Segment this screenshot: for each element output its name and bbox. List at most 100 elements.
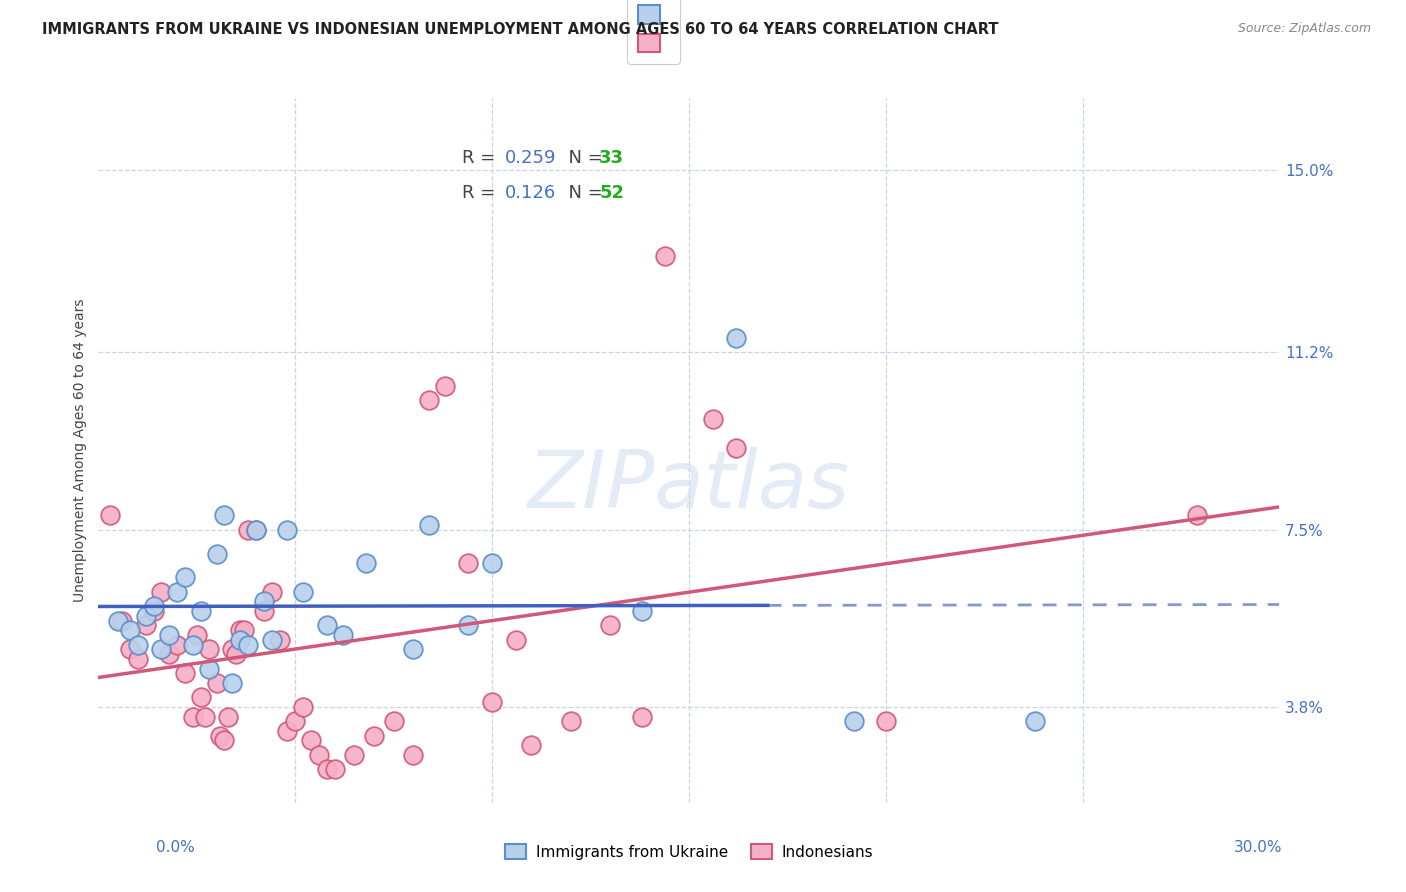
Point — [433, 378, 456, 392]
Point — [253, 604, 276, 618]
Point — [315, 618, 337, 632]
Text: 0.126: 0.126 — [505, 185, 555, 202]
Point — [276, 723, 298, 738]
Point — [315, 762, 337, 776]
Point — [181, 638, 204, 652]
Point — [457, 556, 479, 570]
Point — [194, 709, 217, 723]
Point — [229, 624, 252, 638]
Point — [229, 632, 252, 647]
Point — [343, 747, 366, 762]
Point — [127, 652, 149, 666]
Point — [197, 662, 219, 676]
Point — [402, 747, 425, 762]
Point — [118, 642, 141, 657]
Point — [214, 733, 236, 747]
Point — [98, 508, 121, 523]
Point — [236, 638, 259, 652]
Point — [245, 523, 267, 537]
Point — [725, 441, 748, 455]
Text: IMMIGRANTS FROM UKRAINE VS INDONESIAN UNEMPLOYMENT AMONG AGES 60 TO 64 YEARS COR: IMMIGRANTS FROM UKRAINE VS INDONESIAN UN… — [42, 22, 998, 37]
Point — [481, 695, 503, 709]
Point — [157, 628, 180, 642]
Point — [197, 642, 219, 657]
Point — [599, 618, 621, 632]
Point — [323, 762, 346, 776]
Point — [142, 599, 165, 614]
Point — [233, 624, 256, 638]
Point — [725, 331, 748, 345]
Point — [363, 729, 385, 743]
Point — [205, 676, 228, 690]
Point — [245, 523, 267, 537]
Point — [481, 556, 503, 570]
Point — [505, 632, 527, 647]
Point — [217, 709, 239, 723]
Point — [284, 714, 307, 729]
Point — [299, 733, 322, 747]
Text: 0.0%: 0.0% — [156, 840, 195, 855]
Text: 30.0%: 30.0% — [1234, 840, 1282, 855]
Text: Source: ZipAtlas.com: Source: ZipAtlas.com — [1237, 22, 1371, 36]
Point — [209, 729, 232, 743]
Point — [630, 604, 652, 618]
Point — [118, 624, 141, 638]
Point — [844, 714, 866, 729]
Point — [308, 747, 330, 762]
Point — [107, 614, 129, 628]
Point — [174, 666, 197, 681]
Point — [654, 249, 676, 263]
Text: 0.259: 0.259 — [505, 149, 557, 167]
Text: R =: R = — [463, 185, 501, 202]
Point — [1185, 508, 1208, 523]
Point — [166, 638, 188, 652]
Point — [181, 709, 204, 723]
Point — [221, 676, 243, 690]
Point — [457, 618, 479, 632]
Text: 52: 52 — [599, 185, 624, 202]
Point — [142, 604, 165, 618]
Point — [292, 585, 315, 599]
Point — [276, 523, 298, 537]
Text: N =: N = — [557, 185, 609, 202]
Point — [221, 642, 243, 657]
Legend: Immigrants from Ukraine, Indonesians: Immigrants from Ukraine, Indonesians — [499, 838, 879, 865]
Point — [190, 604, 212, 618]
Point — [174, 570, 197, 584]
Point — [150, 642, 173, 657]
Point — [260, 585, 283, 599]
Point — [166, 585, 188, 599]
Text: 33: 33 — [599, 149, 624, 167]
Point — [135, 618, 157, 632]
Point — [332, 628, 354, 642]
Point — [354, 556, 377, 570]
Point — [157, 647, 180, 661]
Text: N =: N = — [557, 149, 609, 167]
Point — [236, 523, 259, 537]
Point — [225, 647, 247, 661]
Point — [402, 642, 425, 657]
Point — [875, 714, 897, 729]
Point — [560, 714, 582, 729]
Point — [214, 508, 236, 523]
Text: ZIPatlas: ZIPatlas — [527, 447, 851, 524]
Text: R =: R = — [463, 149, 501, 167]
Point — [253, 594, 276, 608]
Point — [190, 690, 212, 705]
Point — [205, 547, 228, 561]
Point — [150, 585, 173, 599]
Point — [702, 412, 724, 426]
Point — [382, 714, 405, 729]
Point — [127, 638, 149, 652]
Point — [135, 608, 157, 623]
Point — [260, 632, 283, 647]
Point — [111, 614, 134, 628]
Y-axis label: Unemployment Among Ages 60 to 64 years: Unemployment Among Ages 60 to 64 years — [73, 299, 87, 602]
Point — [269, 632, 291, 647]
Point — [418, 393, 440, 408]
Point — [520, 739, 543, 753]
Point — [418, 517, 440, 532]
Point — [292, 700, 315, 714]
Point — [630, 709, 652, 723]
Point — [186, 628, 208, 642]
